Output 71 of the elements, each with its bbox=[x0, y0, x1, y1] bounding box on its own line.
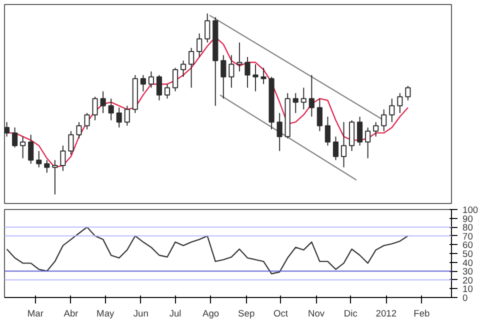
candlestick bbox=[228, 54, 234, 88]
y-tick-label: 90 bbox=[462, 214, 473, 224]
candlestick bbox=[220, 54, 226, 100]
x-tick-label: Feb bbox=[414, 308, 430, 318]
candlestick bbox=[116, 107, 122, 128]
line-series bbox=[6, 226, 409, 274]
candlestick bbox=[172, 67, 178, 92]
x-tick-label: Jul bbox=[169, 308, 182, 318]
candlestick bbox=[68, 130, 74, 156]
candlestick bbox=[36, 150, 42, 168]
candlestick bbox=[244, 56, 250, 88]
candlestick bbox=[292, 92, 298, 114]
candlestick bbox=[324, 116, 331, 146]
candlestick bbox=[252, 64, 258, 92]
candlestick bbox=[365, 127, 371, 159]
x-tick-label: May bbox=[96, 308, 115, 318]
x-tick-label: 2012 bbox=[376, 308, 397, 318]
candlestick bbox=[92, 96, 98, 121]
candlestick bbox=[340, 122, 347, 168]
y-tick-label: 10 bbox=[462, 284, 473, 294]
candlestick bbox=[156, 74, 162, 101]
candlestick bbox=[108, 98, 114, 121]
y-tick-label: 80 bbox=[462, 222, 473, 233]
candlestick bbox=[124, 105, 130, 126]
y-tick-label: 20 bbox=[462, 275, 473, 286]
y-tick-label: 30 bbox=[462, 266, 473, 277]
candlestick bbox=[276, 112, 282, 152]
y-tick-label: 60 bbox=[462, 240, 473, 250]
x-tick-label: Ago bbox=[202, 308, 220, 318]
candlestick bbox=[405, 85, 411, 101]
x-tick-label: Jun bbox=[133, 308, 148, 318]
candlestick bbox=[357, 116, 363, 146]
candlestick bbox=[204, 13, 210, 43]
x-tick-label: Nov bbox=[308, 308, 325, 318]
candlestick bbox=[381, 108, 387, 132]
y-tick-label: 40 bbox=[462, 258, 473, 268]
candlestick bbox=[4, 122, 10, 138]
candlestick bbox=[260, 67, 266, 85]
candlestick bbox=[389, 98, 395, 123]
candlestick bbox=[84, 112, 90, 130]
candlestick bbox=[164, 84, 170, 100]
x-tick-label: Abr bbox=[64, 308, 78, 318]
y-tick-label: 50 bbox=[462, 249, 473, 259]
candlestick bbox=[76, 122, 82, 139]
candlestick bbox=[28, 134, 34, 164]
candlestick bbox=[44, 160, 50, 174]
y-tick-label: 0 bbox=[462, 293, 468, 303]
candlestick bbox=[236, 42, 242, 72]
candlestick bbox=[196, 32, 202, 58]
candlestick bbox=[373, 122, 379, 138]
candlestick bbox=[148, 70, 154, 88]
candlestick bbox=[60, 145, 66, 172]
candlestick bbox=[397, 92, 403, 114]
candlestick bbox=[100, 90, 106, 114]
candlestick bbox=[316, 98, 322, 132]
candlestick bbox=[12, 127, 18, 148]
candlestick bbox=[180, 60, 186, 78]
candlestick bbox=[188, 47, 194, 88]
x-tick-label: Oct bbox=[273, 308, 288, 318]
x-tick-label: Mar bbox=[27, 308, 44, 318]
candlestick bbox=[140, 74, 146, 92]
y-tick-label: 100 bbox=[462, 205, 478, 215]
y-tick-label: 70 bbox=[462, 231, 473, 242]
candlestick bbox=[348, 120, 355, 152]
x-tick-label: Dic bbox=[344, 308, 358, 318]
candlestick bbox=[300, 87, 306, 110]
candlestick bbox=[52, 160, 58, 195]
candlestick bbox=[20, 136, 26, 159]
x-tick-label: Sep bbox=[238, 308, 255, 318]
candlestick bbox=[308, 74, 314, 118]
candlestick bbox=[332, 136, 339, 161]
